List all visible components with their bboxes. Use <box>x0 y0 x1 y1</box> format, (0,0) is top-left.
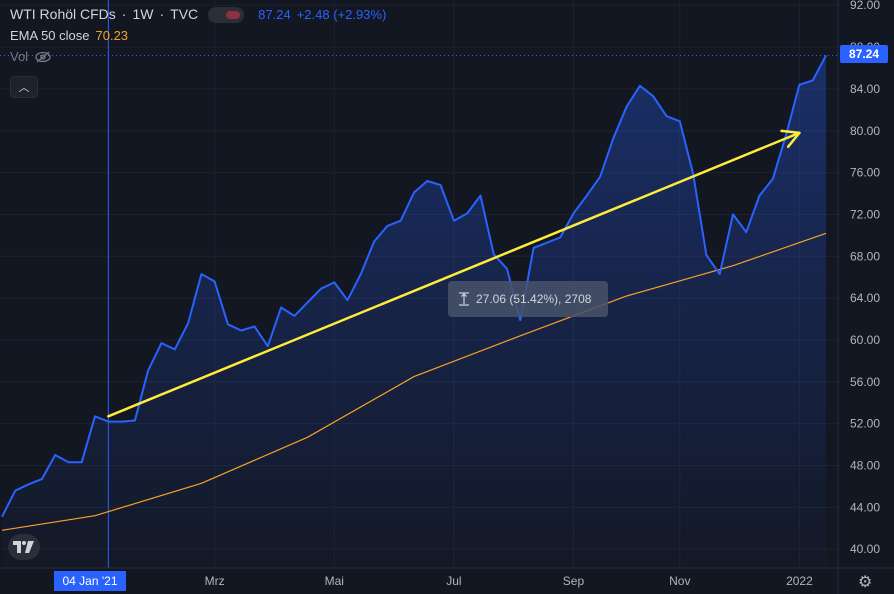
volume-label: Vol <box>10 49 29 64</box>
market-status-icon[interactable] <box>208 6 245 23</box>
symbol-row: WTI Rohöl CFDs · 1W · TVC 87.24 +2.48 (+… <box>10 4 386 25</box>
settings-gear-icon[interactable]: ⚙ <box>858 574 873 591</box>
chevron-up-icon: ︿ <box>18 82 30 94</box>
hidden-eye-icon[interactable] <box>34 51 52 63</box>
crosshair-time-badge: 04 Jan '21 <box>54 571 126 591</box>
price-axis[interactable]: 40.00 44.00 48.00 52.00 56.00 60.00 64.00 68.00… <box>850 0 880 556</box>
price-tick-label: 40.00 <box>850 542 880 556</box>
dot-separator: · <box>159 6 165 22</box>
price-tick-label: 56.00 <box>850 375 880 389</box>
price-tick-label: 48.00 <box>850 458 880 472</box>
volume-row[interactable]: Vol <box>10 46 386 67</box>
ema-50-line <box>1 232 827 531</box>
ema-label: EMA 50 close <box>10 28 90 43</box>
price-tick-label: 64.00 <box>850 291 880 305</box>
symbol-name[interactable]: WTI Rohöl CFDs <box>10 6 116 22</box>
measure-tooltip: 27.06 (51.42%), 2708 <box>448 281 608 317</box>
last-price: 87.24 <box>258 7 291 22</box>
time-tick-label: Sep <box>563 574 585 588</box>
interval-label[interactable]: 1W <box>132 6 154 22</box>
vertical-measure-icon <box>459 292 469 306</box>
price-tick-label: 72.00 <box>850 207 880 221</box>
time-tick-label: Nov <box>669 574 690 588</box>
collapse-legend-button[interactable]: ︿ <box>10 76 38 98</box>
price-tick-label: 84.00 <box>850 82 880 96</box>
ema-row[interactable]: EMA 50 close 70.23 <box>10 25 386 46</box>
time-tick-label: Mai <box>325 574 344 588</box>
time-tick-label: Mrz <box>205 574 225 588</box>
price-tick-label: 60.00 <box>850 333 880 347</box>
source-label: TVC <box>170 6 199 22</box>
price-tick-label: 52.00 <box>850 417 880 431</box>
chart-legend: WTI Rohöl CFDs · 1W · TVC 87.24 +2.48 (+… <box>10 4 386 67</box>
arrow-shaft <box>107 131 801 418</box>
time-axis[interactable]: Mrz Mai Jul Sep Nov 2022 <box>205 574 813 588</box>
dot-separator: · <box>121 6 127 22</box>
tradingview-logo[interactable] <box>8 534 40 560</box>
price-change: +2.48 (+2.93%) <box>296 7 387 22</box>
price-area-fill <box>2 55 826 568</box>
measure-text: 27.06 (51.42%), 2708 <box>476 292 592 306</box>
last-price-badge: 87.24 <box>840 45 888 63</box>
price-tick-label: 68.00 <box>850 249 880 263</box>
arrow-head <box>780 129 801 149</box>
tv-logo-icon <box>13 541 34 553</box>
trend-arrow[interactable] <box>107 129 801 418</box>
price-tick-label: 44.00 <box>850 500 880 514</box>
price-tick-label: 76.00 <box>850 166 880 180</box>
time-tick-label: 2022 <box>786 574 813 588</box>
time-tick-label: Jul <box>446 574 461 588</box>
price-tick-label: 80.00 <box>850 124 880 138</box>
price-tick-label: 92.00 <box>850 0 880 12</box>
ema-value: 70.23 <box>95 28 129 43</box>
